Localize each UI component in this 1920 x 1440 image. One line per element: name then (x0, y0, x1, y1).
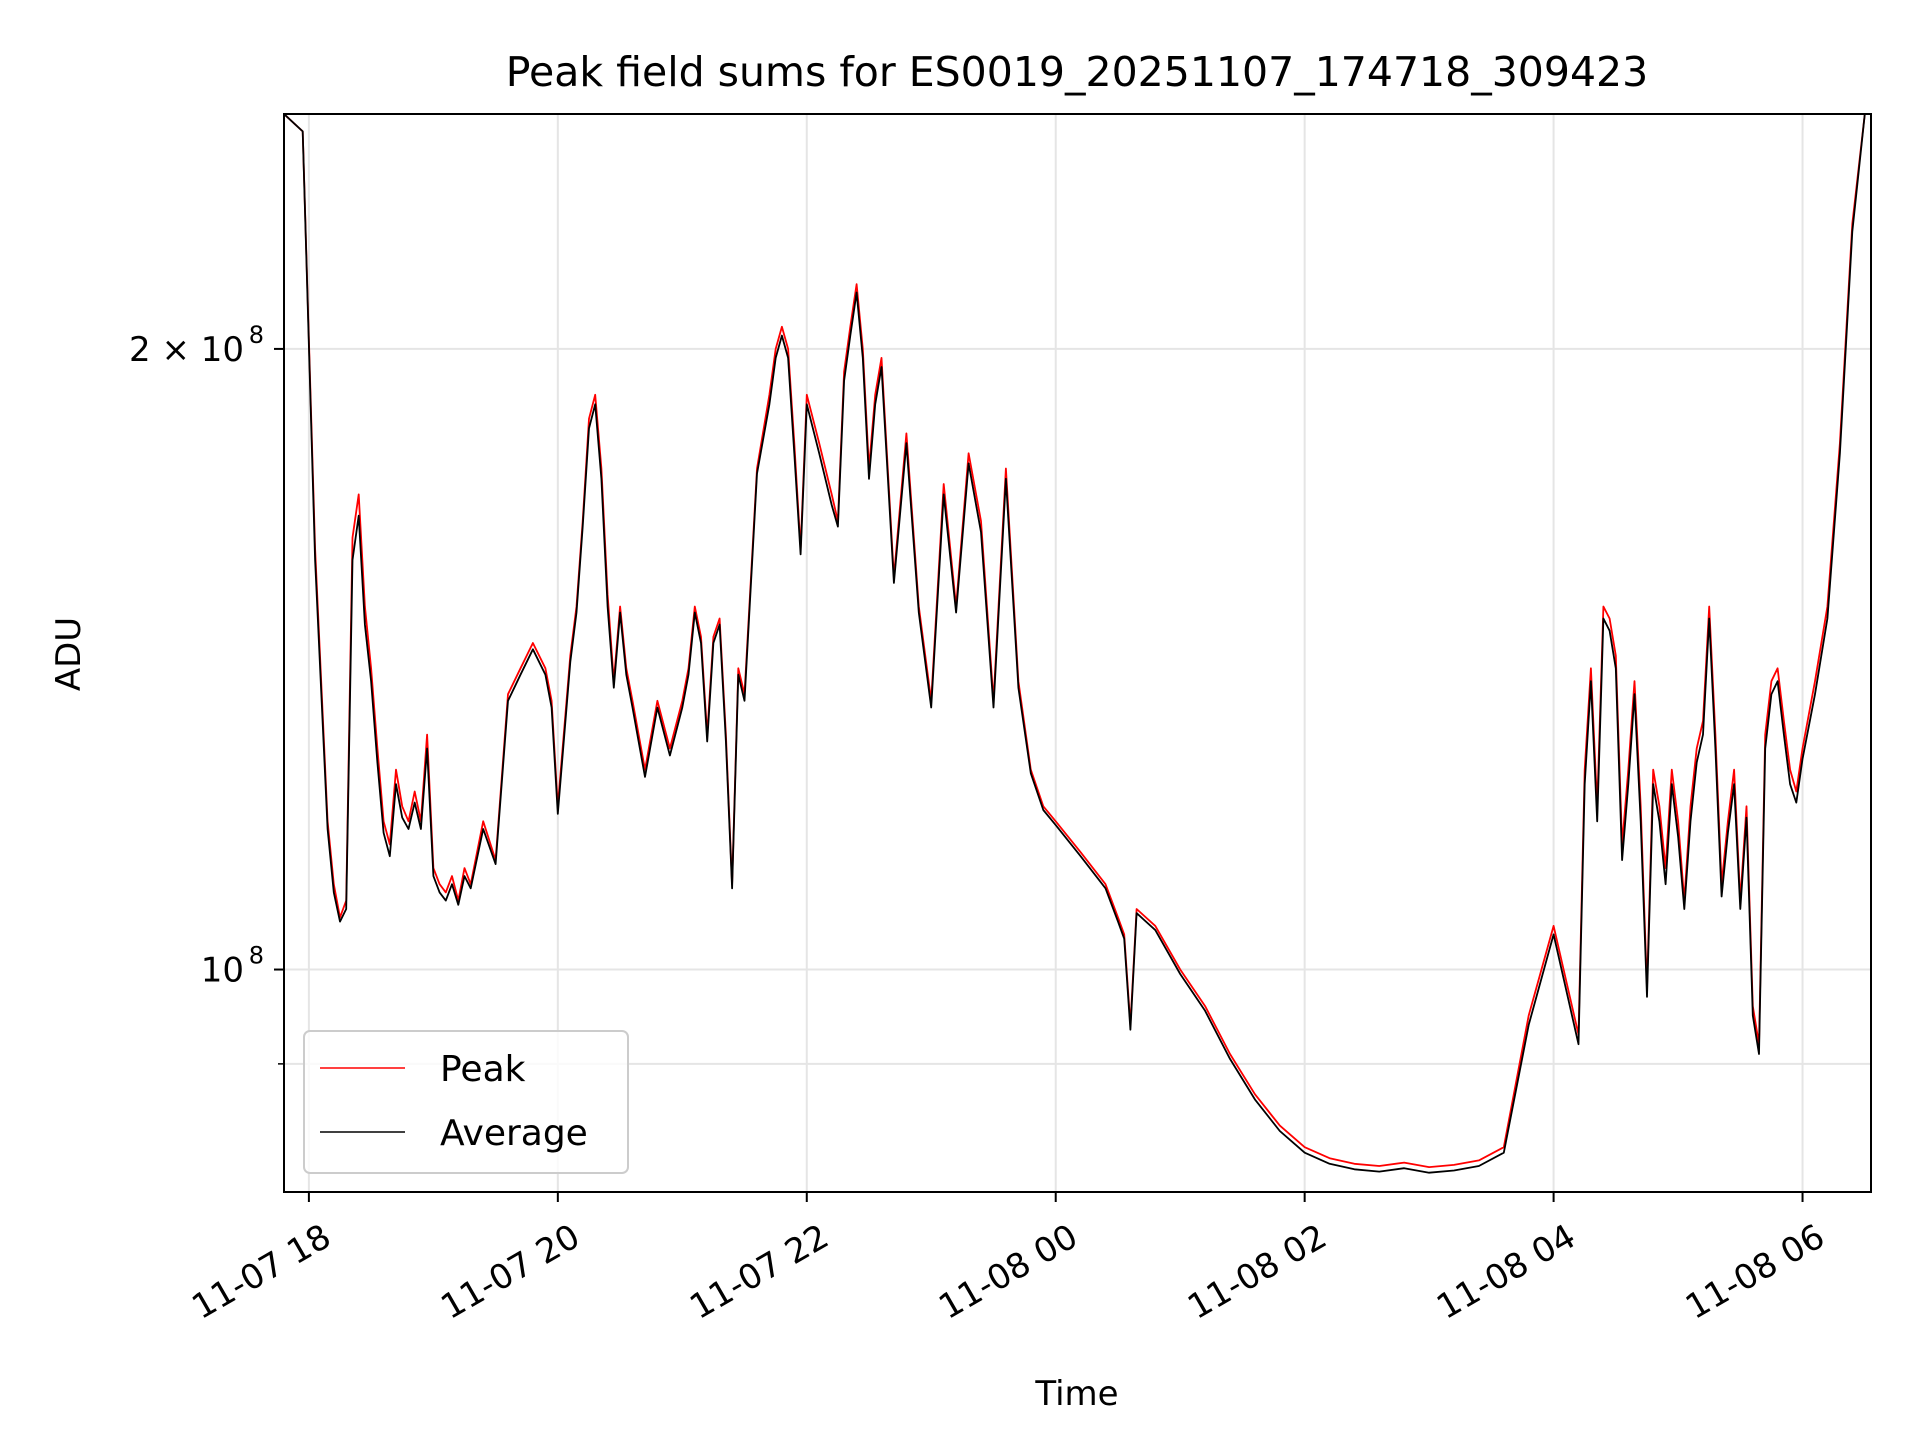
x-axis-label: Time (1034, 1374, 1118, 1414)
plot-frame (283, 113, 1872, 1193)
legend-box (303, 1030, 629, 1174)
y-axis-label: ADU (49, 617, 89, 691)
legend: Peak Average (303, 1030, 629, 1174)
legend-label-peak: Peak (440, 1049, 526, 1090)
series-layer (284, 114, 1866, 1174)
y-tick-label: 10 (201, 951, 244, 991)
y-tick-label-exponent: 8 (249, 321, 264, 349)
chart-title: Peak field sums for ES0019_20251107_1747… (506, 48, 1648, 96)
y-tick-label: 2 × 10 (129, 330, 244, 370)
legend-label-average: Average (440, 1113, 588, 1154)
grid (284, 114, 1871, 1192)
series-line-average (284, 114, 1866, 1174)
y-tick-label-exponent: 8 (249, 942, 264, 970)
